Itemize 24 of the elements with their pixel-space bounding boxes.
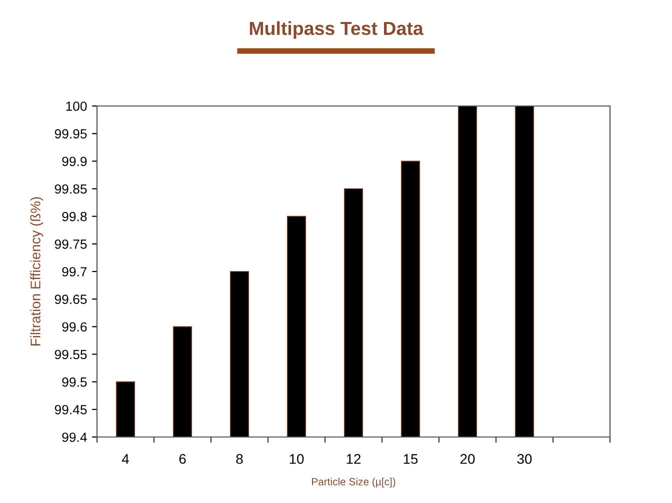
y-tick-label: 99.85 [54, 184, 87, 194]
y-tick-label: 99.5 [62, 377, 87, 387]
y-tick-label: 99.45 [54, 404, 87, 414]
y-tick-label: 100 [66, 102, 87, 111]
x-tick-label: 10 [290, 454, 304, 464]
y-tick-label: 99.4 [62, 432, 87, 442]
x-tick-label: 20 [460, 454, 475, 464]
x-tick-label: 12 [346, 454, 361, 464]
x-tick-label: 15 [404, 454, 418, 464]
y-tick-label: 99.9 [62, 156, 87, 166]
y-tick-label: 99.75 [54, 239, 87, 249]
y-tick-label: 99.55 [54, 350, 87, 360]
y-tick-label: 99.65 [54, 294, 87, 304]
y-tick-label: 99.95 [54, 129, 87, 138]
x-tick-label: 6 [179, 454, 186, 464]
y-tick-label: 99.7 [62, 267, 87, 276]
y-axis-title: Filtration Efficiency (ß%) [30, 197, 44, 346]
chart-title: Multipass Test Data [250, 21, 424, 39]
x-axis-title: Particle Size (µ[c]) [312, 478, 396, 488]
x-tick-label: 4 [122, 454, 129, 464]
y-tick-label: 99.6 [62, 322, 87, 332]
x-tick-label: 30 [517, 454, 532, 464]
x-tick-label: 8 [236, 454, 243, 464]
y-tick-label: 99.8 [62, 212, 87, 222]
